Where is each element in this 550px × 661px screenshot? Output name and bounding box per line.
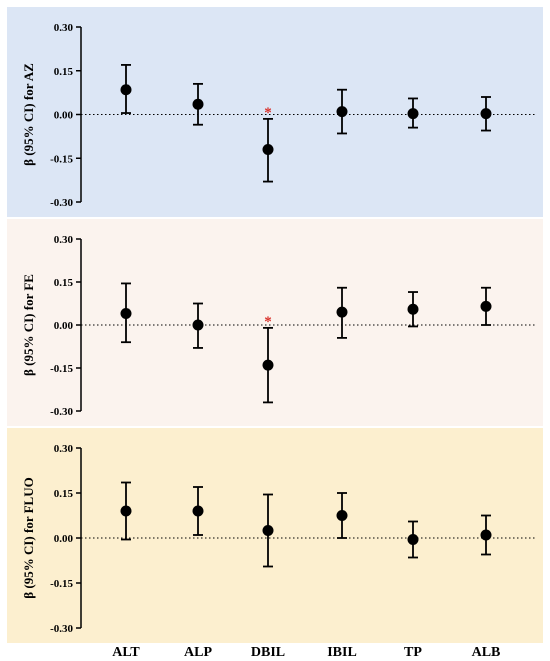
significance-marker: * (264, 105, 272, 121)
beta-point (121, 308, 132, 319)
y-tick-label: -0.30 (50, 197, 73, 209)
beta-point (121, 84, 132, 95)
y-axis-title: β (95% CI) for FLUO (21, 477, 36, 598)
y-tick-label: -0.15 (50, 578, 73, 590)
y-axis-title: β (95% CI) for AZ (21, 63, 36, 166)
category-label-tp: TP (404, 645, 422, 660)
panel-2: 0.30 0.15 0.00 -0.15 -0.30 β (95% CI) for FE * (7, 219, 543, 426)
category-label-dbil: DBIL (251, 645, 285, 660)
panel-background (7, 219, 543, 426)
beta-point (481, 301, 492, 312)
y-tick-label: 0.30 (54, 443, 74, 455)
category-label-alp: ALP (184, 645, 212, 660)
category-label-alb: ALB (472, 645, 501, 660)
beta-point (193, 506, 204, 517)
y-tick-label: 0.15 (54, 66, 74, 78)
beta-point (408, 108, 419, 119)
beta-point (337, 307, 348, 318)
beta-point (481, 108, 492, 119)
beta-point (481, 530, 492, 541)
y-tick-label: 0.30 (54, 22, 74, 34)
y-tick-label: 0.00 (54, 110, 74, 122)
beta-point (193, 99, 204, 110)
beta-point (193, 320, 204, 331)
beta-point (263, 360, 274, 371)
y-tick-label: 0.00 (54, 533, 74, 545)
panel-background (7, 7, 543, 217)
category-label-alt: ALT (112, 645, 140, 660)
y-tick-label: -0.15 (50, 363, 73, 375)
category-label-ibil: IBIL (327, 645, 357, 660)
significance-marker: * (264, 314, 272, 330)
y-axis-title: β (95% CI) for FE (21, 274, 36, 376)
panel-3: 0.30 0.15 0.00 -0.15 -0.30 β (95% CI) for FLU… (7, 428, 543, 643)
y-tick-label: 0.15 (54, 488, 74, 500)
beta-point (337, 106, 348, 117)
beta-point (408, 304, 419, 315)
y-tick-label: -0.15 (50, 153, 73, 165)
panel-background (7, 428, 543, 643)
beta-point (263, 525, 274, 536)
panel-1: 0.30 0.15 0.00 -0.15 -0.30 β (95% CI) for AZ * (7, 7, 543, 217)
y-tick-label: 0.30 (54, 234, 74, 246)
beta-point (263, 144, 274, 155)
y-tick-label: -0.30 (50, 406, 73, 418)
y-tick-label: -0.30 (50, 623, 73, 635)
beta-point (408, 534, 419, 545)
y-tick-label: 0.15 (54, 277, 74, 289)
y-tick-label: 0.00 (54, 320, 74, 332)
beta-point (121, 506, 132, 517)
beta-point (337, 510, 348, 521)
